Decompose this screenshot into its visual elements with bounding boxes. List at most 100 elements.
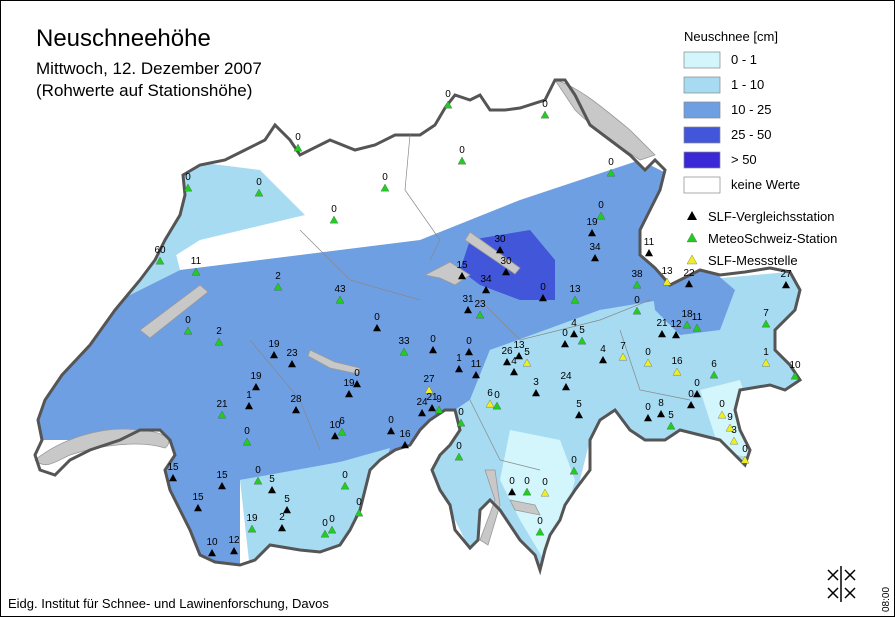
station-value: 10: [329, 420, 341, 431]
station-marker: [596, 211, 606, 220]
station-value: 5: [576, 399, 582, 410]
station-value: 11: [471, 359, 482, 370]
station-marker: [353, 380, 361, 388]
station-value: 2: [275, 271, 281, 282]
station-value: 0: [562, 328, 568, 339]
station-marker: [540, 488, 550, 497]
station-value: 5: [524, 347, 530, 358]
station-value: 12: [670, 319, 682, 330]
station-marker: [373, 324, 381, 332]
station-marker: [761, 319, 771, 328]
station-value: 34: [480, 274, 492, 285]
title: Neuschneehöhe: [36, 25, 211, 52]
station-marker: [508, 488, 516, 496]
station-marker: [273, 282, 283, 291]
station-value: 15: [216, 470, 228, 481]
legend-label: > 50: [731, 152, 757, 167]
station-marker: [337, 427, 347, 436]
station-marker: [253, 476, 263, 485]
station-marker: [591, 254, 599, 262]
station-value: 0: [719, 399, 725, 410]
station-marker: [539, 294, 547, 302]
station-marker: [535, 527, 545, 536]
station-value: 38: [631, 269, 643, 280]
station-marker: [575, 411, 583, 419]
station-value: 0: [342, 470, 348, 481]
station-value: 0: [295, 132, 301, 143]
legend-label: 1 - 10: [731, 77, 764, 92]
station-marker: [218, 482, 226, 490]
station-value: 19: [246, 513, 258, 524]
station-marker: [725, 423, 735, 432]
station-marker: [217, 410, 227, 419]
station-value: 23: [286, 348, 298, 359]
station-value: 0: [354, 368, 360, 379]
station-value: 13: [569, 284, 581, 295]
station-marker: [320, 529, 330, 538]
station-marker: [496, 246, 504, 254]
station-value: 0: [608, 157, 614, 168]
station-value: 7: [620, 341, 626, 352]
station-marker: [618, 352, 628, 361]
station-value: 0: [256, 177, 262, 188]
station-marker: [387, 427, 395, 435]
station-value: 15: [192, 492, 204, 503]
station-marker: [329, 215, 339, 224]
station-marker: [434, 405, 444, 414]
station-marker: [672, 331, 680, 339]
time: 08:00: [881, 587, 892, 612]
station-marker: [790, 371, 800, 380]
station-value: 18: [681, 309, 693, 320]
station-value: 33: [398, 336, 410, 347]
station-value: 10: [789, 360, 801, 371]
station-marker: [424, 385, 434, 394]
station-value: 27: [780, 269, 792, 280]
station-marker: [502, 268, 510, 276]
station-value: 11: [644, 237, 655, 248]
station-value: 0: [458, 407, 464, 418]
station-value: 0: [322, 518, 328, 529]
station-marker: [672, 367, 682, 376]
station-value: 0: [598, 200, 604, 211]
legend-label: keine Werte: [731, 177, 800, 192]
station-marker: [569, 466, 579, 475]
station-marker: [242, 437, 252, 446]
station-value: 23: [474, 299, 486, 310]
station-marker: [570, 330, 578, 338]
station-marker: [657, 410, 665, 418]
station-marker: [632, 306, 642, 315]
station-marker: [293, 143, 303, 152]
date: Mittwoch, 12. Dezember 2007: [36, 59, 262, 78]
station-value: 1: [246, 390, 252, 401]
station-value: 0: [356, 497, 362, 508]
station-value: 8: [658, 398, 664, 409]
station-value: 0: [509, 476, 515, 487]
station-value: 2: [279, 512, 285, 523]
station-value: 0: [331, 204, 337, 215]
station-marker: [183, 326, 193, 335]
station-marker: [532, 389, 540, 397]
station-marker: [685, 280, 693, 288]
station-value: 0: [445, 89, 451, 100]
station-marker: [252, 383, 260, 391]
legend-label: MeteoSchweiz-Station: [708, 231, 837, 246]
station-marker: [418, 409, 426, 417]
station-value: 9: [727, 412, 733, 423]
station-marker: [270, 351, 278, 359]
station-value: 10: [206, 537, 218, 548]
station-marker: [510, 368, 518, 376]
station-marker: [327, 525, 337, 534]
station-value: 1: [456, 353, 462, 364]
station-value: 16: [399, 429, 411, 440]
station-marker: [456, 418, 466, 427]
station-value: 30: [494, 234, 506, 245]
legend-label: SLF-Vergleichsstation: [708, 209, 834, 224]
station-value: 15: [167, 462, 179, 473]
legend-swatch: [683, 126, 721, 144]
station-value: 0: [634, 295, 640, 306]
station-marker: [515, 352, 523, 360]
station-marker: [401, 441, 409, 449]
station-marker: [561, 340, 569, 348]
station-marker: [709, 370, 719, 379]
station-value: 0: [537, 516, 543, 527]
